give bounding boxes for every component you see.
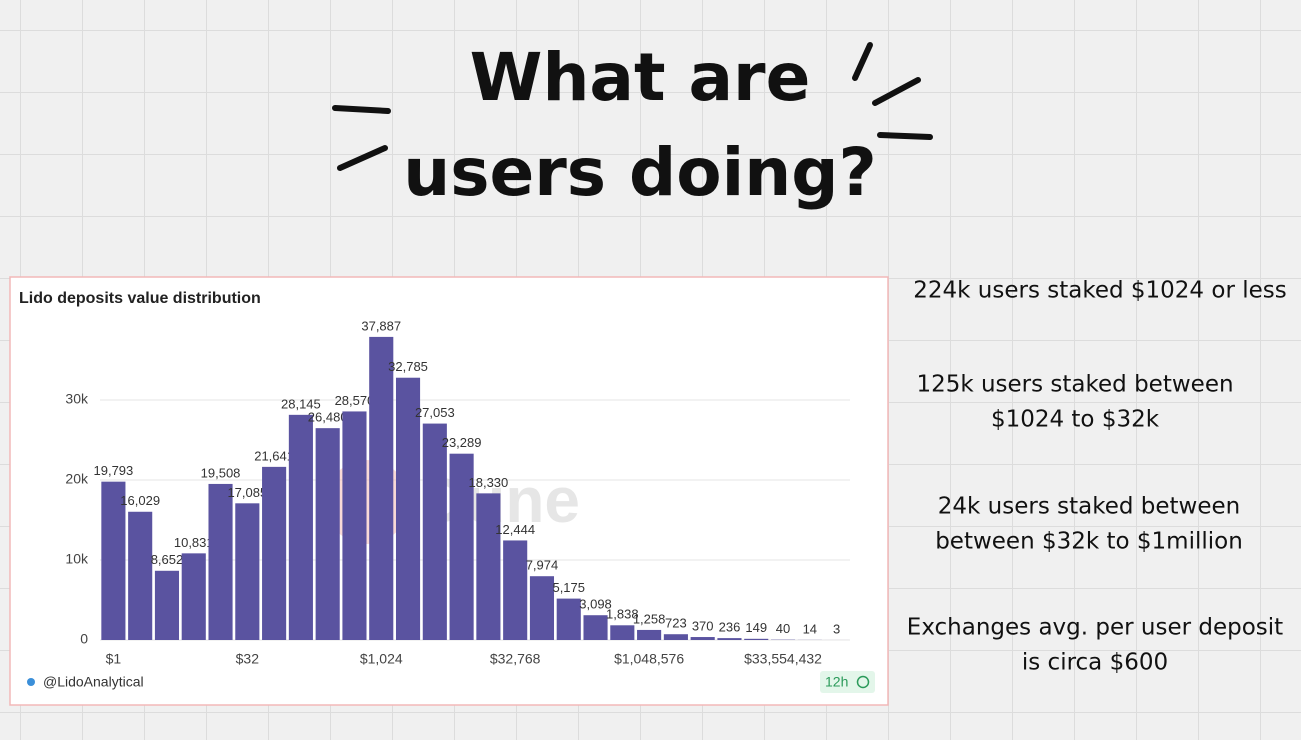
value-label: 23,289 [442,435,482,450]
value-label: 7,974 [526,558,559,573]
value-label: 26,480 [308,410,348,425]
value-label: 14 [803,621,817,636]
note-line: between $32k to $1million [935,529,1243,555]
freshness: 12h [825,674,848,690]
bar [717,638,742,640]
bar [503,540,528,640]
value-label: 236 [719,620,741,635]
value-label: 21,641 [254,448,294,463]
bar [422,423,447,640]
x-tick-label: $1 [106,651,122,667]
value-label: 723 [665,616,687,631]
x-tick-label: $1,048,576 [614,651,684,667]
bar [128,511,153,640]
notes: 224k users staked $1024 or less 125k user… [907,278,1287,676]
value-label: 32,785 [388,359,428,374]
bar [101,481,126,640]
value-label: 8,652 [151,552,184,567]
x-tick-label: $32,768 [490,651,541,667]
bar [476,493,501,640]
bar [449,453,474,640]
bar [690,637,715,640]
note-line: 224k users staked $1024 or less [913,278,1286,304]
freshness-icon [856,675,870,689]
bar [744,638,769,640]
x-tick-label: $1,024 [360,651,403,667]
title-line: What are [470,39,811,116]
source: @LidoAnalytical [43,674,144,690]
x-tick-label: $33,554,432 [744,651,822,667]
bar [583,615,608,640]
y-tick-label: 30k [65,391,89,407]
value-label: 10,831 [174,535,214,550]
value-label: 37,887 [361,318,401,333]
value-label: 1,838 [606,607,639,622]
value-label: 3,098 [579,597,612,612]
value-label: 19,508 [201,465,241,480]
bar [369,336,394,640]
bar [637,629,662,640]
bar [262,466,287,640]
note-line: Exchanges avg. per user deposit [907,615,1283,641]
value-label: 19,793 [94,463,134,478]
bar [395,377,421,640]
bar [663,634,688,640]
decorations [332,42,933,171]
bar [315,428,340,640]
bar [288,414,313,640]
bar [208,483,233,640]
value-label: 149 [745,620,767,635]
x-tick-label: $32 [236,651,260,667]
value-label: 16,029 [120,493,160,508]
value-label: 370 [692,618,714,633]
source-icon [27,678,35,686]
bar [529,576,555,640]
value-label: 28,570 [335,393,375,408]
value-label: 12,444 [495,522,535,537]
value-label: 5,175 [552,580,585,595]
y-tick-label: 10k [65,551,89,567]
value-label: 40 [776,621,790,636]
y-tick-label: 20k [65,471,89,487]
bar [342,411,367,640]
y-tick-label: 0 [80,631,88,647]
value-label: 27,053 [415,405,455,420]
title-line: users doing? [403,134,877,211]
value-label: 28,145 [281,396,321,411]
note-line: is circa $600 [1022,650,1168,676]
plot: 010k20k30kDune19,793$116,0298,65210,8311… [65,318,850,667]
note-line: 125k users staked between [916,372,1233,398]
bar [235,503,260,640]
value-label: 1,258 [633,611,666,626]
chart-title: Lido deposits value distribution [19,290,261,307]
bar [610,625,635,640]
bar [154,570,180,640]
note-line: $1024 to $32k [991,407,1160,433]
bar [556,598,581,640]
bar [181,553,206,640]
note-line: 24k users staked between [938,494,1240,520]
value-label: 3 [833,621,840,636]
value-label: 17,085 [227,485,267,500]
title: What are users doing? [403,39,877,211]
value-label: 18,330 [469,475,509,490]
